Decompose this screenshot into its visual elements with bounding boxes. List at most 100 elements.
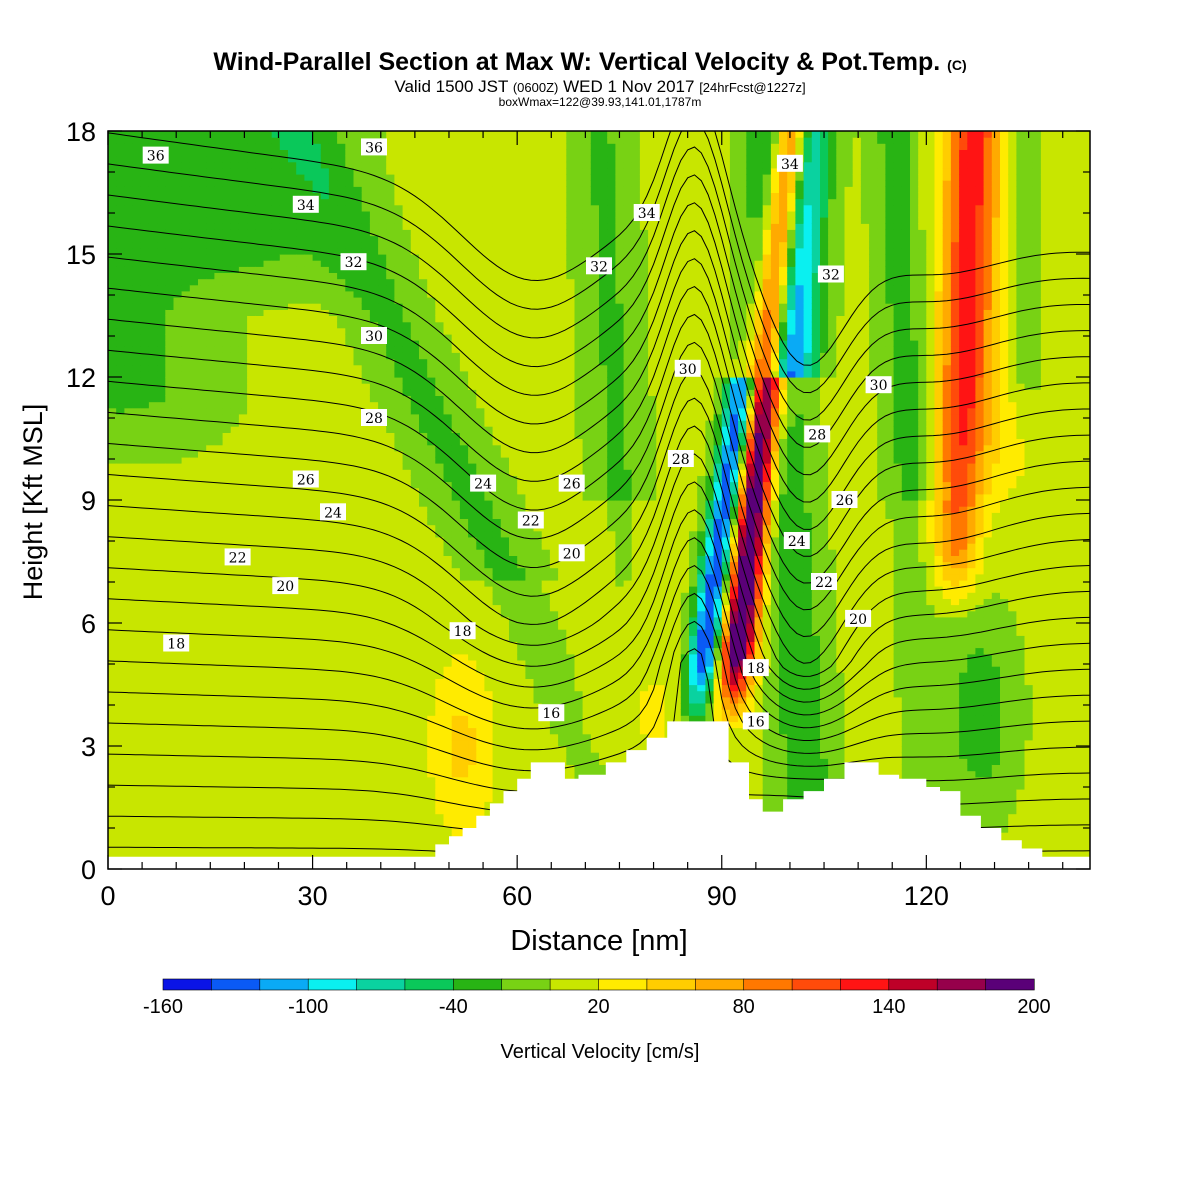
field-cell bbox=[132, 555, 142, 563]
field-cell bbox=[157, 832, 166, 839]
field-cell bbox=[288, 340, 297, 347]
field-cell bbox=[369, 592, 379, 599]
field-cell bbox=[247, 586, 256, 593]
field-cell bbox=[157, 315, 166, 323]
field-cell bbox=[402, 131, 412, 138]
field-cell bbox=[230, 500, 240, 507]
field-cell bbox=[369, 198, 379, 206]
field-cell bbox=[402, 229, 412, 237]
field-cell bbox=[312, 623, 322, 630]
field-cell bbox=[320, 340, 330, 347]
field-cell bbox=[328, 450, 338, 458]
field-cell bbox=[116, 672, 125, 679]
field-cell bbox=[181, 592, 191, 599]
field-cell bbox=[427, 776, 436, 784]
field-cell bbox=[353, 493, 363, 501]
field-cell bbox=[108, 278, 117, 286]
field-cell bbox=[214, 524, 224, 532]
field-cell bbox=[230, 469, 240, 476]
field-cell bbox=[345, 721, 355, 729]
field-cell bbox=[419, 272, 428, 280]
field-cell bbox=[345, 463, 355, 470]
field-cell bbox=[312, 696, 322, 704]
field-cell bbox=[328, 647, 338, 655]
field-cell bbox=[222, 401, 232, 409]
field-cell bbox=[230, 333, 240, 341]
field-cell bbox=[271, 204, 281, 212]
field-cell bbox=[230, 764, 240, 772]
field-cell bbox=[279, 789, 289, 796]
field-cell bbox=[206, 481, 215, 489]
field-cell bbox=[378, 838, 387, 845]
field-cell bbox=[238, 198, 248, 206]
field-cell bbox=[394, 210, 404, 218]
field-cell bbox=[247, 493, 256, 501]
field-cell bbox=[165, 278, 175, 286]
field-cell bbox=[361, 321, 371, 329]
field-cell bbox=[173, 598, 183, 606]
field-cell bbox=[255, 838, 265, 845]
field-cell bbox=[296, 616, 305, 624]
field-cell bbox=[386, 290, 395, 298]
field-cell bbox=[263, 653, 273, 661]
field-cell bbox=[189, 137, 199, 144]
field-cell bbox=[132, 463, 142, 470]
field-cell bbox=[345, 795, 355, 802]
field-cell bbox=[124, 795, 134, 802]
field-cell bbox=[214, 549, 224, 556]
field-cell bbox=[410, 333, 420, 341]
field-cell bbox=[312, 327, 322, 335]
field-cell bbox=[165, 795, 175, 802]
field-cell bbox=[108, 303, 117, 310]
field-cell bbox=[345, 247, 355, 255]
field-cell bbox=[328, 776, 338, 784]
field-cell bbox=[181, 186, 191, 193]
field-cell bbox=[189, 530, 199, 538]
field-cell bbox=[296, 770, 305, 778]
field-cell bbox=[386, 690, 395, 698]
field-cell bbox=[238, 506, 248, 513]
field-cell bbox=[378, 623, 387, 630]
field-cell bbox=[132, 161, 142, 169]
field-cell bbox=[378, 543, 387, 550]
field-cell bbox=[419, 290, 428, 298]
field-cell bbox=[402, 703, 412, 710]
field-cell bbox=[173, 604, 183, 612]
field-cell bbox=[361, 715, 371, 723]
field-cell bbox=[222, 247, 232, 255]
field-cell bbox=[238, 629, 248, 636]
field-cell bbox=[353, 432, 363, 439]
field-cell bbox=[255, 598, 265, 606]
field-cell bbox=[181, 678, 191, 686]
field-cell bbox=[312, 180, 322, 187]
field-cell bbox=[328, 438, 338, 446]
field-cell bbox=[320, 395, 330, 403]
field-cell bbox=[214, 395, 224, 403]
field-cell bbox=[419, 684, 428, 692]
field-cell bbox=[148, 284, 158, 292]
copyright-mark: (C) bbox=[947, 57, 966, 73]
field-cell bbox=[148, 709, 158, 716]
field-cell bbox=[320, 481, 330, 489]
field-cell bbox=[189, 346, 199, 353]
field-cell bbox=[443, 838, 453, 845]
field-cell bbox=[271, 623, 281, 630]
field-cell bbox=[214, 137, 224, 144]
field-cell bbox=[320, 426, 330, 433]
field-cell bbox=[328, 524, 338, 532]
field-cell bbox=[337, 131, 346, 138]
field-cell bbox=[206, 838, 215, 845]
field-cell bbox=[345, 438, 355, 446]
field-cell bbox=[108, 678, 117, 686]
field-cell bbox=[410, 352, 420, 360]
field-cell bbox=[238, 444, 248, 452]
field-cell bbox=[378, 180, 387, 187]
field-cell bbox=[312, 186, 322, 193]
field-cell bbox=[198, 346, 207, 353]
field-cell bbox=[206, 678, 215, 686]
field-cell bbox=[304, 789, 314, 796]
field-cell bbox=[181, 530, 191, 538]
field-cell bbox=[288, 641, 297, 649]
field-cell bbox=[108, 297, 117, 304]
field-cell bbox=[312, 819, 322, 827]
